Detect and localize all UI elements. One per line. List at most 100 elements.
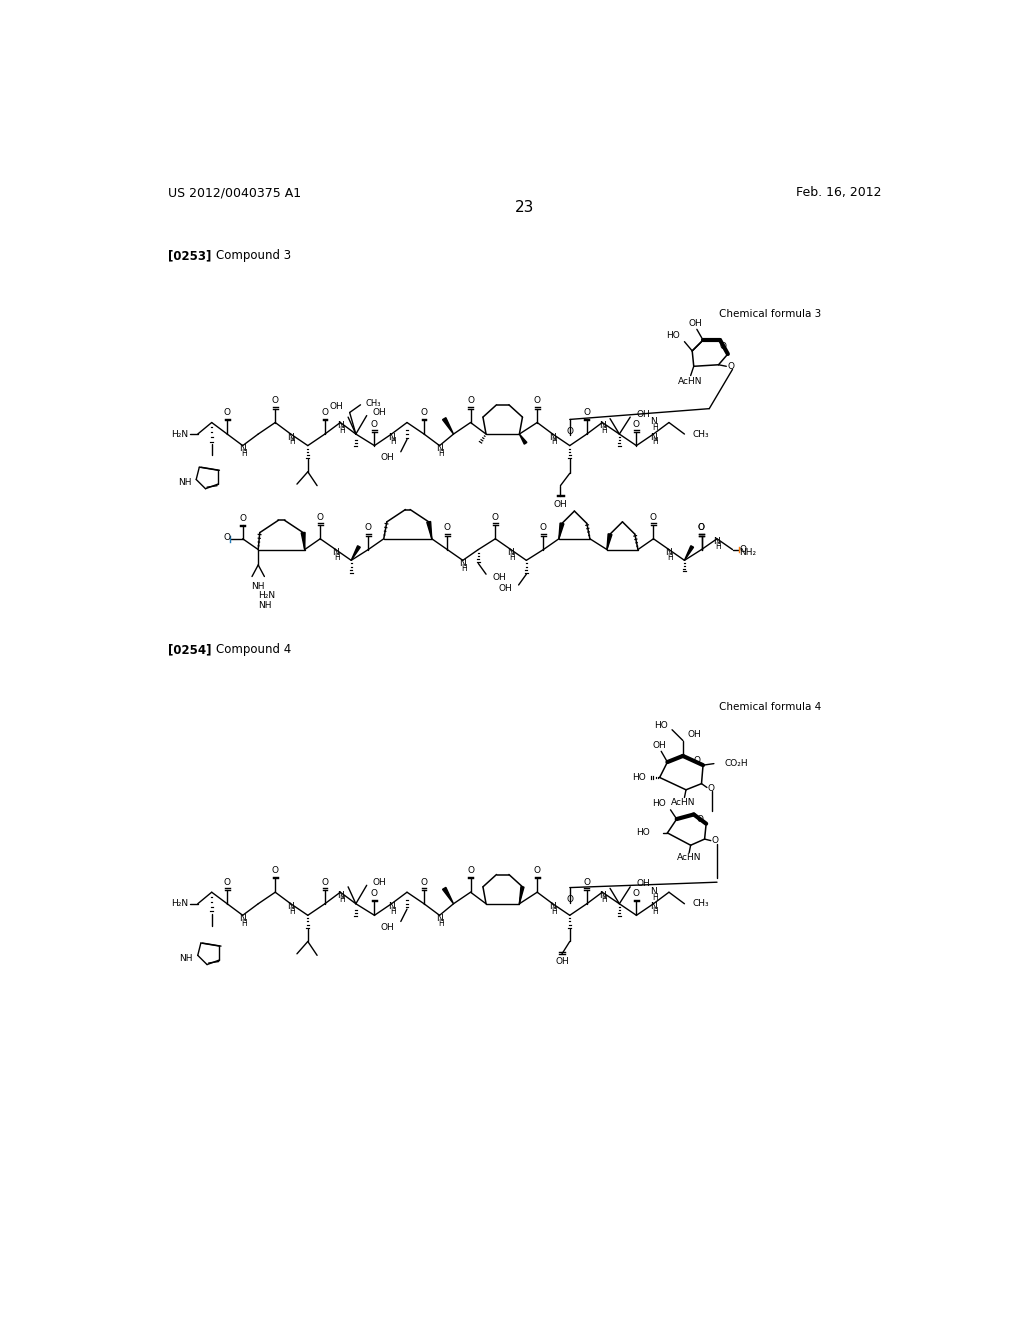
Text: H: H (242, 919, 247, 928)
Text: N: N (714, 537, 720, 546)
Text: NH: NH (179, 954, 194, 962)
Polygon shape (519, 434, 527, 444)
Text: N: N (549, 433, 556, 442)
Text: NH: NH (258, 601, 271, 610)
Text: OH: OH (636, 879, 650, 888)
Text: NH₂: NH₂ (738, 548, 756, 557)
Text: N: N (288, 433, 294, 442)
Polygon shape (442, 887, 454, 904)
Text: N: N (650, 417, 656, 426)
Text: N: N (650, 887, 656, 896)
Text: O: O (698, 524, 705, 532)
Text: O: O (693, 756, 700, 766)
Text: 23: 23 (515, 199, 535, 215)
Text: H: H (668, 553, 674, 562)
Text: OH: OH (554, 500, 567, 508)
Text: H: H (339, 895, 345, 904)
Text: O: O (467, 396, 474, 405)
Text: H: H (652, 894, 657, 902)
Text: O: O (322, 878, 329, 887)
Text: H: H (290, 907, 295, 916)
Text: AcHN: AcHN (671, 797, 695, 807)
Text: O: O (712, 836, 719, 845)
Text: [0254]: [0254] (168, 644, 212, 656)
Text: H₂N: H₂N (171, 899, 188, 908)
Text: N: N (240, 913, 246, 923)
Text: HO: HO (637, 829, 650, 837)
Text: HO: HO (666, 331, 680, 341)
Text: OH: OH (555, 957, 569, 966)
Text: H: H (390, 437, 396, 446)
Polygon shape (442, 417, 454, 434)
Text: Feb. 16, 2012: Feb. 16, 2012 (796, 186, 882, 199)
Text: N: N (460, 558, 466, 568)
Text: H: H (601, 426, 607, 434)
Text: O: O (727, 362, 734, 371)
Text: OH: OH (688, 318, 702, 327)
Text: Compound 4: Compound 4 (216, 644, 291, 656)
Polygon shape (559, 523, 564, 539)
Polygon shape (519, 887, 524, 904)
Text: O: O (696, 814, 703, 824)
Text: O: O (650, 512, 657, 521)
Text: H: H (390, 907, 396, 916)
Text: O: O (708, 784, 715, 793)
Text: N: N (388, 433, 395, 442)
Text: HO: HO (652, 799, 666, 808)
Text: OH: OH (499, 583, 512, 593)
Polygon shape (351, 545, 360, 560)
Text: OH: OH (330, 401, 343, 411)
Text: OH: OH (373, 408, 387, 417)
Text: H: H (242, 449, 247, 458)
Text: H₂N: H₂N (258, 591, 275, 601)
Text: O: O (421, 878, 428, 887)
Text: H: H (462, 564, 467, 573)
Text: N: N (388, 903, 395, 911)
Text: Chemical formula 3: Chemical formula 3 (720, 309, 821, 319)
Text: O: O (421, 408, 428, 417)
Text: O: O (223, 408, 230, 417)
Text: O: O (365, 524, 372, 532)
Text: OH: OH (381, 923, 394, 932)
Text: OH: OH (687, 730, 701, 739)
Polygon shape (427, 521, 432, 539)
Text: Compound 3: Compound 3 (216, 249, 291, 263)
Text: N: N (549, 903, 556, 911)
Polygon shape (301, 532, 305, 549)
Text: O: O (371, 420, 378, 429)
Text: CH₃: CH₃ (692, 429, 709, 438)
Text: N: N (436, 913, 443, 923)
Text: N: N (288, 903, 294, 911)
Text: O: O (566, 895, 573, 904)
Text: N: N (650, 433, 656, 442)
Text: Chemical formula 4: Chemical formula 4 (720, 702, 821, 711)
Text: O: O (371, 890, 378, 898)
Text: H: H (335, 553, 340, 562)
Text: CH₃: CH₃ (692, 899, 709, 908)
Text: O: O (467, 866, 474, 875)
Text: OH: OH (652, 741, 667, 750)
Text: N: N (240, 445, 246, 453)
Text: N: N (666, 548, 673, 557)
Text: O: O (322, 408, 329, 417)
Text: H: H (339, 426, 345, 434)
Text: H: H (290, 437, 295, 446)
Text: H: H (652, 424, 657, 433)
Text: AcHN: AcHN (677, 853, 701, 862)
Text: H: H (652, 907, 657, 916)
Text: O: O (223, 533, 230, 541)
Text: N: N (337, 891, 344, 900)
Text: H: H (716, 543, 722, 550)
Text: O: O (534, 866, 541, 875)
Text: OH: OH (636, 409, 650, 418)
Text: O: O (584, 878, 590, 887)
Polygon shape (607, 533, 612, 549)
Text: OH: OH (381, 454, 394, 462)
Text: O: O (271, 866, 279, 875)
Text: O: O (633, 420, 640, 429)
Text: O: O (534, 396, 541, 405)
Text: O: O (443, 524, 451, 532)
Text: CO₂H: CO₂H (725, 759, 749, 768)
Text: H: H (652, 437, 657, 446)
Text: H: H (438, 449, 444, 458)
